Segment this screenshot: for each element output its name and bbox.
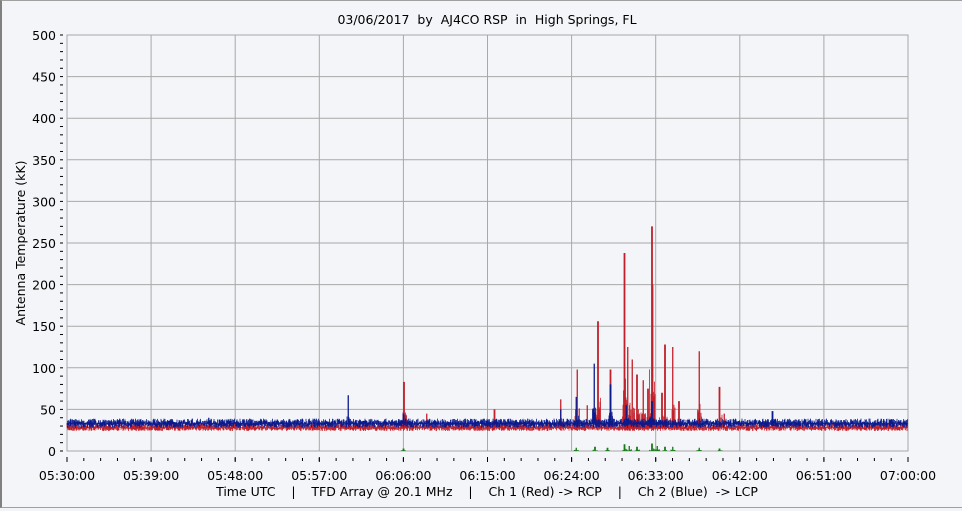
y-tick-label: 150	[32, 319, 56, 334]
y-tick-label: 50	[40, 402, 56, 417]
x-tick-label: 06:15:00	[459, 468, 515, 483]
y-tick-label: 300	[32, 194, 56, 209]
y-axis-label: Antenna Temperature (kK)	[13, 161, 28, 326]
x-tick-label: 07:00:00	[880, 468, 936, 483]
y-tick-label: 200	[32, 278, 56, 293]
x-axis-label: Time UTC | TFD Array @ 20.1 MHz | Ch 1 (…	[215, 484, 758, 499]
y-tick-label: 100	[32, 361, 56, 376]
y-tick-label: 400	[32, 111, 56, 126]
x-tick-label: 06:51:00	[796, 468, 852, 483]
series-3-line	[400, 443, 723, 451]
y-tick-label: 500	[32, 28, 56, 43]
x-tick-label: 05:57:00	[291, 468, 347, 483]
y-tick-label: 0	[48, 444, 56, 459]
x-tick-label: 06:06:00	[375, 468, 431, 483]
series-2-line	[66, 363, 908, 428]
x-tick-label: 06:42:00	[712, 468, 768, 483]
x-tick-label: 05:30:00	[39, 468, 95, 483]
x-tick-label: 05:39:00	[123, 468, 179, 483]
x-tick-label: 05:48:00	[207, 468, 263, 483]
chart-title: 03/06/2017 by AJ4CO RSP in High Springs,…	[337, 12, 636, 27]
x-tick-label: 06:24:00	[544, 468, 600, 483]
y-tick-label: 450	[32, 70, 56, 85]
x-tick-label: 06:33:00	[628, 468, 684, 483]
y-tick-label: 350	[32, 153, 56, 168]
y-tick-label: 250	[32, 236, 56, 251]
